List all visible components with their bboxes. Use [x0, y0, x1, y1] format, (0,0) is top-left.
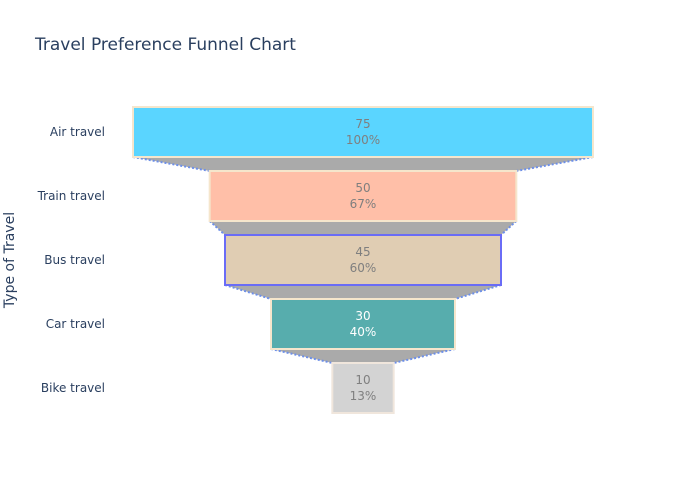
funnel-connector	[225, 285, 501, 299]
value-labels: 75 100% 50 67% 45 60% 30 40% 10 13%	[346, 117, 380, 403]
funnel-connector-edge	[132, 156, 210, 172]
chart-title: Travel Preference Funnel Chart	[34, 35, 296, 55]
category-labels: Air travel Train travel Bus travel Car trav…	[37, 125, 105, 395]
category-label: Train travel	[37, 189, 105, 203]
value-label: 45	[355, 245, 370, 259]
percent-label: 67%	[350, 197, 377, 211]
funnel-bar-train-travel	[208, 170, 518, 222]
percent-label: 100%	[346, 133, 380, 147]
funnel-connector-edge	[208, 220, 226, 236]
funnel-bar-bus-travel	[224, 234, 502, 286]
funnel-connector-edge	[500, 220, 518, 236]
funnel-bar-bike-travel	[331, 362, 395, 414]
funnel-connector-edge	[454, 284, 502, 300]
percent-label: 40%	[350, 325, 377, 339]
funnel-bar-car-travel	[270, 298, 456, 350]
funnel-connector-edge	[224, 284, 272, 300]
category-label: Air travel	[50, 125, 105, 139]
category-label: Bus travel	[44, 253, 105, 267]
funnel-connector	[271, 349, 455, 363]
percent-label: 60%	[350, 261, 377, 275]
funnel-connector	[209, 221, 517, 235]
category-label: Car travel	[46, 317, 105, 331]
value-label: 75	[355, 117, 370, 131]
funnel-connector	[133, 157, 593, 171]
y-axis-label: Type of Travel	[2, 212, 18, 309]
funnel-connectors	[132, 156, 594, 364]
funnel-connector-edge	[270, 348, 333, 364]
value-label: 30	[355, 309, 370, 323]
category-label: Bike travel	[41, 381, 105, 395]
funnel-bars	[132, 106, 594, 414]
percent-label: 13%	[350, 389, 377, 403]
value-label: 50	[355, 181, 370, 195]
funnel-connector-edge	[516, 156, 594, 172]
funnel-connector-edge	[393, 348, 456, 364]
value-label: 10	[355, 373, 370, 387]
funnel-bar-air-travel	[132, 106, 594, 158]
